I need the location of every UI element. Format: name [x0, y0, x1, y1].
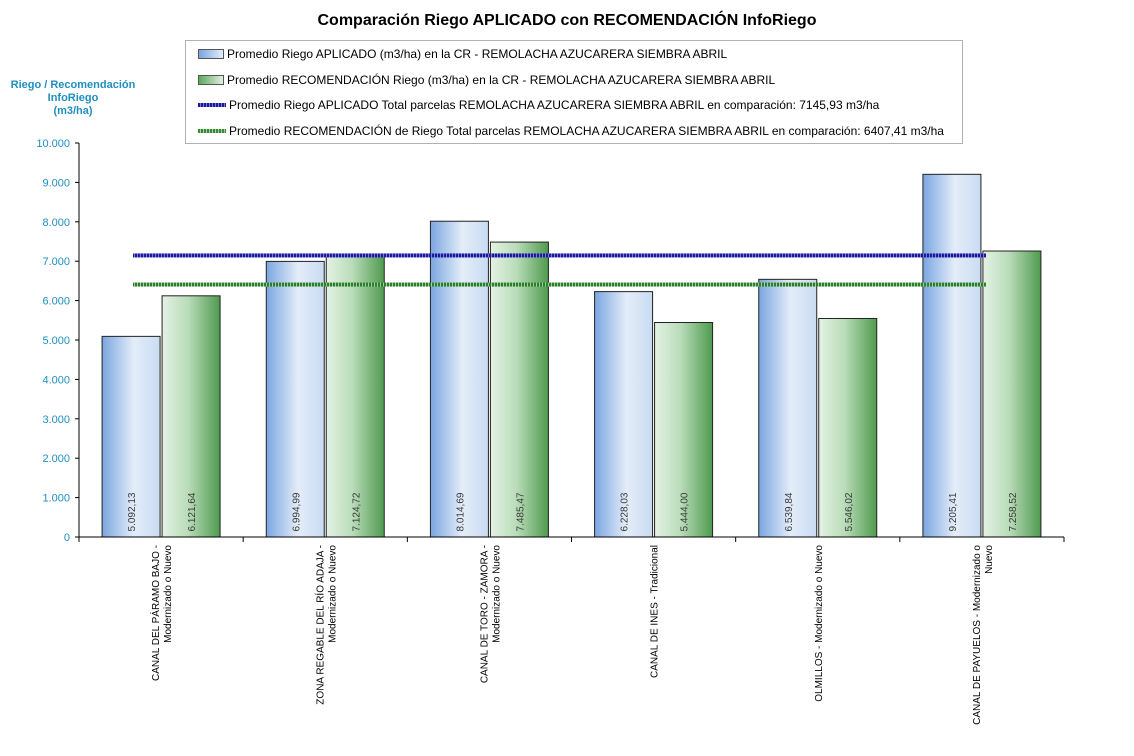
legend-item-recomendacion-total: Promedio RECOMENDACIÓN de Riego Total pa… [198, 122, 944, 140]
data-label-recomendacion-4: 5.444,00 [680, 492, 691, 531]
y-tick-label-10: 10.000 [36, 138, 70, 150]
bar-recomendacion-2 [325, 255, 385, 538]
x-category-label-1-line-1: CANAL DEL PÁRAMO BAJO - [149, 545, 162, 681]
y-axis-title-line-2: InfoRiego [47, 92, 99, 104]
legend-label-recomendacion-total: Promedio RECOMENDACIÓN de Riego Total pa… [229, 124, 944, 138]
x-category-label-2-line-2: Modernizado o Nuevo [327, 545, 338, 643]
legend-swatch-aplicado-total [198, 103, 226, 107]
chart-title: Comparación Riego APLICADO con RECOMENDA… [317, 12, 817, 29]
y-tick-label-8: 8.000 [42, 217, 70, 229]
legend-item-recomendacion: Promedio RECOMENDACIÓN Riego (m3/ha) en … [198, 71, 775, 89]
legend-label-aplicado-total: Promedio Riego APLICADO Total parcelas R… [229, 98, 880, 112]
data-label-aplicado-5: 6.539,84 [784, 492, 795, 531]
y-tick-label-2: 2.000 [42, 453, 70, 465]
x-category-label-3: CANAL DE TORO - ZAMORA - Modernizado o Nu… [479, 545, 502, 684]
y-tick-label-6: 6.000 [42, 296, 70, 308]
bar-recomendacion-6 [982, 250, 1042, 538]
legend-swatch-recomendacion-total [198, 129, 226, 133]
y-tick-label-3: 3.000 [42, 414, 70, 426]
data-label-aplicado-6: 9.205,41 [948, 492, 959, 531]
bar-aplicado-1 [101, 335, 161, 538]
legend: Promedio Riego APLICADO (m3/ha) en la CR… [185, 40, 963, 144]
x-category-label-1: CANAL DEL PÁRAMO BAJO - Modernizado o Nue… [149, 545, 174, 681]
y-axis-title: Riego / Recomendación InfoRiego (m3/ha) [4, 79, 142, 118]
bar-recomendacion-3 [489, 241, 549, 538]
data-label-aplicado-2: 6.994,99 [291, 492, 302, 531]
bar-aplicado-3 [429, 220, 489, 538]
y-tick-label-5: 5.000 [42, 335, 70, 347]
x-category-label-2-line-1: ZONA REGABLE DEL RÍO ADAJA - [313, 545, 326, 705]
x-category-label-4: CANAL DE INES - Tradicional [650, 545, 661, 678]
y-tick-label-4: 4.000 [42, 374, 70, 386]
bar-aplicado-6 [922, 173, 982, 538]
x-category-label-5: OLMILLOS - Modernizado o Nuevo [814, 545, 825, 702]
data-label-recomendacion-5: 5.546,02 [844, 492, 855, 531]
data-label-aplicado-4: 6.228,03 [620, 492, 631, 531]
legend-swatch-aplicado [198, 49, 224, 59]
x-category-label-5-line-1: OLMILLOS - Modernizado o Nuevo [814, 545, 825, 702]
y-tick-label-9: 9.000 [42, 177, 70, 189]
x-category-label-6: CANAL DE PAYUELOS - Modernizado o Nuevo [972, 545, 995, 725]
legend-item-aplicado-total: Promedio Riego APLICADO Total parcelas R… [198, 96, 879, 114]
x-category-label-6-line-2: Nuevo [984, 545, 995, 574]
data-label-recomendacion-1: 6.121,64 [187, 492, 198, 531]
x-category-label-6-line-1: CANAL DE PAYUELOS - Modernizado o [972, 545, 983, 725]
data-label-recomendacion-2: 7.124,72 [351, 492, 362, 531]
bar-aplicado-4 [594, 291, 654, 538]
bar-recomendacion-4 [654, 322, 714, 538]
data-label-recomendacion-6: 7.258,52 [1008, 492, 1019, 531]
reference-line-aplicado-total [133, 253, 986, 258]
x-category-label-2: ZONA REGABLE DEL RÍO ADAJA - Modernizado … [313, 545, 338, 705]
y-axis-title-line-1: Riego / Recomendación [10, 79, 136, 91]
y-tick-label-0: 0 [64, 532, 70, 544]
y-tick-label-7: 7.000 [42, 256, 70, 268]
legend-label-aplicado: Promedio Riego APLICADO (m3/ha) en la CR… [227, 47, 728, 61]
reference-line-recomendacion-total [133, 282, 986, 287]
x-category-label-1-line-2: Modernizado o Nuevo [163, 545, 174, 643]
x-category-label-4-line-1: CANAL DE INES - Tradicional [650, 545, 661, 678]
data-label-aplicado-3: 8.014,69 [455, 492, 466, 531]
bar-recomendacion-5 [818, 317, 878, 538]
data-label-recomendacion-3: 7.485,47 [515, 492, 526, 531]
legend-item-aplicado: Promedio Riego APLICADO (m3/ha) en la CR… [198, 45, 727, 63]
bar-recomendacion-1 [161, 295, 221, 538]
x-category-label-3-line-2: Modernizado o Nuevo [491, 545, 502, 643]
legend-label-recomendacion: Promedio RECOMENDACIÓN Riego (m3/ha) en … [227, 73, 776, 87]
x-category-label-3-line-1: CANAL DE TORO - ZAMORA - [479, 545, 490, 683]
y-tick-label-1: 1.000 [42, 493, 70, 505]
legend-swatch-recomendacion [198, 75, 224, 85]
y-axis-title-line-3: (m3/ha) [53, 105, 93, 117]
data-label-aplicado-1: 5.092,13 [127, 492, 138, 531]
